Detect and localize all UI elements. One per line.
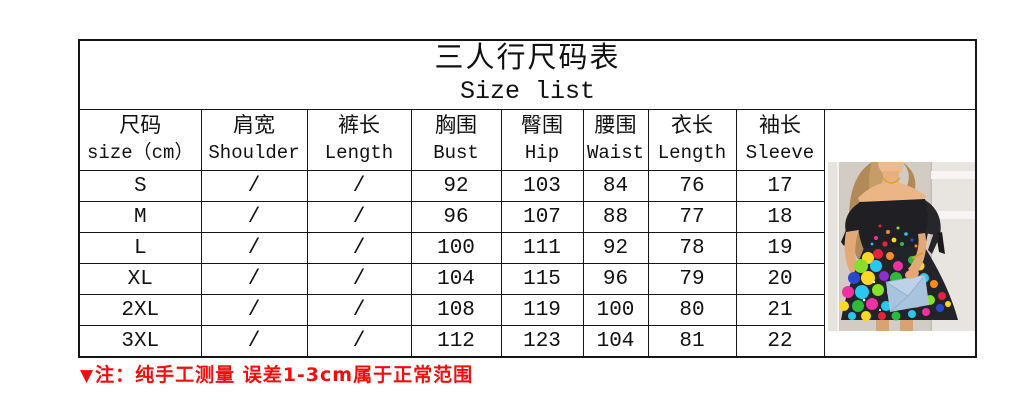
- cell: 96: [582, 263, 649, 295]
- cell: /: [306, 170, 412, 202]
- cell: 17: [735, 170, 825, 202]
- table-title: 三人行尺码表 Size list: [78, 39, 977, 110]
- cell: /: [200, 232, 308, 264]
- model-leg: [900, 320, 913, 331]
- dress-bodice: [841, 199, 945, 254]
- cell: 79: [647, 263, 737, 295]
- product-photo: [828, 162, 975, 331]
- cell: /: [306, 201, 412, 233]
- cell: 119: [500, 294, 584, 326]
- cell: 111: [500, 232, 584, 264]
- cell: 76: [647, 170, 737, 202]
- cell: /: [306, 294, 412, 326]
- cell: /: [306, 325, 412, 358]
- cell: 108: [410, 294, 502, 326]
- cell: 88: [582, 201, 649, 233]
- col-header-garment-length: 衣长 Length: [647, 109, 737, 171]
- cell: 103: [500, 170, 584, 202]
- cell: 112: [410, 325, 502, 358]
- cell: 81: [647, 325, 737, 358]
- model-leg: [876, 320, 889, 331]
- cell: /: [200, 170, 308, 202]
- cell: 107: [500, 201, 584, 233]
- table-row-2xl: 2XL / / 108 119 100 80 21: [78, 294, 976, 326]
- measurement-note: ▼注：纯手工测量 误差1-3cm属于正常范围: [80, 363, 473, 388]
- model-right-arm: [908, 233, 927, 275]
- cell: 100: [410, 232, 502, 264]
- cell: /: [306, 263, 412, 295]
- title-english: Size list: [459, 77, 596, 106]
- cell: /: [200, 263, 308, 295]
- cell-size: S: [78, 170, 202, 202]
- col-header-pants-length: 裤长 Length: [306, 109, 412, 171]
- table-row-s: S / / 92 103 84 76 17: [78, 170, 976, 202]
- cell: 19: [735, 232, 825, 264]
- cell: 77: [647, 201, 737, 233]
- cell: /: [200, 201, 308, 233]
- title-chinese: 三人行尺码表: [434, 43, 621, 76]
- col-header-size: 尺码 size（cm）: [78, 109, 202, 171]
- cell: 100: [582, 294, 649, 326]
- cell: 115: [500, 263, 584, 295]
- col-header-sleeve: 袖长 Sleeve: [735, 109, 825, 171]
- cell: /: [200, 325, 308, 358]
- cell: 84: [582, 170, 649, 202]
- photo-cell: [823, 109, 977, 358]
- cell: 92: [582, 232, 649, 264]
- cell: 104: [582, 325, 649, 358]
- cell-size: XL: [78, 263, 202, 295]
- note-text: 注：纯手工测量 误差1-3cm属于正常范围: [95, 364, 474, 386]
- col-header-waist: 腰围 Waist: [582, 109, 649, 171]
- table-row-l: L / / 100 111 92 78 19: [78, 232, 976, 264]
- blue-clutch: [884, 274, 929, 313]
- header-row: 尺码 size（cm） 肩宽 Shoulder 裤长 Length 胸围 Bus…: [78, 109, 977, 358]
- triangle-marker-icon: ▼: [80, 366, 95, 386]
- cell: /: [200, 294, 308, 326]
- table-row-m: M / / 96 107 88 77 18: [78, 201, 976, 233]
- cell-size: 3XL: [78, 325, 202, 358]
- size-table: 三人行尺码表 Size list 尺码 size（cm） 肩宽 Shoulder…: [78, 39, 977, 358]
- cell-size: M: [78, 201, 202, 233]
- col-header-bust: 胸围 Bust: [410, 109, 502, 171]
- col-header-shoulder: 肩宽 Shoulder: [200, 109, 308, 171]
- table-row-3xl: 3XL / / 112 123 104 81 22: [78, 325, 976, 358]
- cell: 21: [735, 294, 825, 326]
- cell: 18: [735, 201, 825, 233]
- cell: 92: [410, 170, 502, 202]
- col-header-hip: 臀围 Hip: [500, 109, 584, 171]
- cell-size: L: [78, 232, 202, 264]
- title-row: 三人行尺码表 Size list: [78, 39, 977, 110]
- cell: /: [306, 232, 412, 264]
- cell: 20: [735, 263, 825, 295]
- cell: 22: [735, 325, 825, 358]
- model-hand: [905, 269, 919, 279]
- cell: 96: [410, 201, 502, 233]
- cell: 78: [647, 232, 737, 264]
- cell: 123: [500, 325, 584, 358]
- cell-size: 2XL: [78, 294, 202, 326]
- cell: 80: [647, 294, 737, 326]
- cell: 104: [410, 263, 502, 295]
- gold-necklace: [882, 177, 901, 184]
